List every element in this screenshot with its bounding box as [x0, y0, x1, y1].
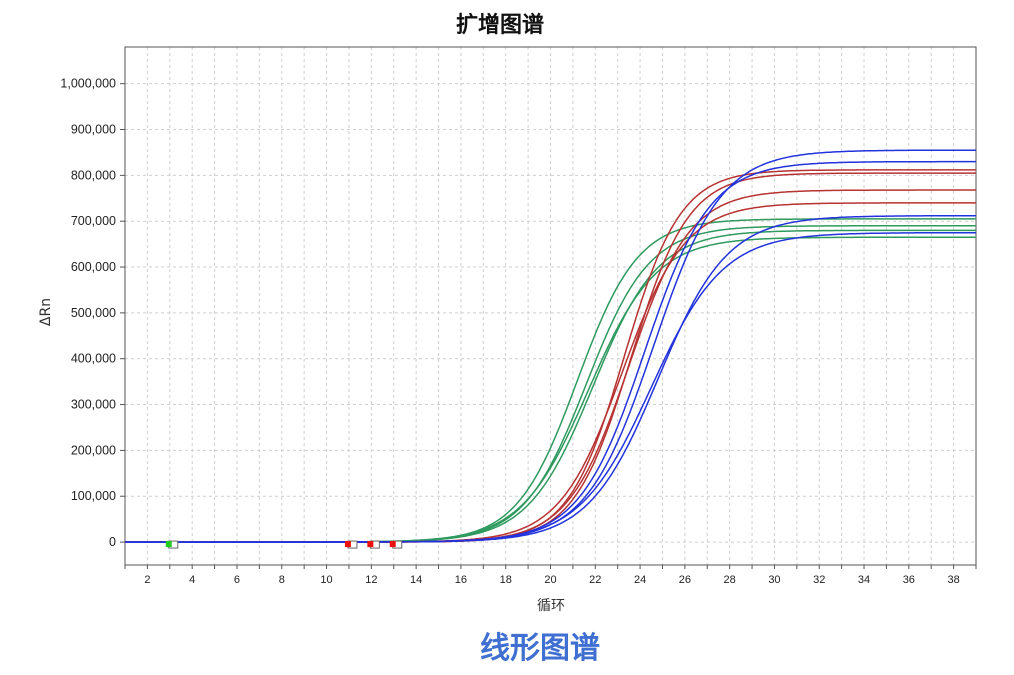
axes — [120, 46, 977, 569]
x-tick-label: 6 — [234, 574, 240, 586]
baseline-marker-fill — [367, 541, 374, 548]
x-tick-label: 18 — [500, 574, 512, 586]
baseline-marker-fill — [344, 541, 351, 548]
baseline-marker-fill — [389, 541, 396, 548]
baseline-marker-3[interactable] — [367, 540, 380, 549]
amplification-curve-9 — [125, 149, 976, 543]
y-tick-label: 100,000 — [71, 489, 116, 503]
x-tick-label: 12 — [365, 574, 377, 586]
x-tick-label: 36 — [903, 574, 915, 586]
amplification-curve-12 — [125, 231, 976, 543]
y-tick-label: 700,000 — [71, 214, 116, 228]
baseline-marker-fill — [165, 541, 172, 548]
caption: 线形图谱 — [480, 631, 600, 666]
x-tick-label: 38 — [947, 574, 959, 586]
y-tick-label: 600,000 — [71, 260, 116, 274]
x-tick-labels: 2 4 6 8 10 12 14 16 18 20 22 24 26 28 30 32 34 36 38 — [144, 574, 959, 586]
x-tick-label: 30 — [768, 574, 780, 586]
x-tick-label: 28 — [724, 574, 736, 586]
x-tick-label: 32 — [813, 574, 825, 586]
x-tick-label: 34 — [858, 574, 870, 586]
plot-frame — [124, 46, 977, 566]
y-tick-label: 900,000 — [71, 123, 116, 137]
y-tick-label: 200,000 — [71, 443, 116, 457]
grid — [124, 47, 977, 565]
x-tick-label: 22 — [589, 574, 601, 586]
x-tick-label: 14 — [410, 574, 422, 586]
x-tick-label: 20 — [544, 574, 556, 586]
baseline-markers[interactable] — [165, 540, 403, 549]
y-tick-label: 500,000 — [71, 306, 116, 320]
x-tick-label: 24 — [634, 574, 646, 586]
y-tick-label: 800,000 — [71, 168, 116, 182]
y-tick-label: 1,000,000 — [60, 77, 116, 91]
y-tick-label: 300,000 — [71, 398, 116, 412]
x-tick-label: 8 — [279, 574, 285, 586]
x-tick-label: 10 — [320, 574, 332, 586]
baseline-marker-4[interactable] — [389, 540, 403, 549]
baseline-marker-2[interactable] — [344, 540, 358, 549]
y-tick-label: 0 — [109, 535, 116, 549]
amplification-curves — [125, 149, 976, 543]
x-tick-label: 4 — [189, 574, 195, 586]
y-tick-labels: 0 100,000 200,000 300,000 400,000 500,000 600,… — [60, 77, 116, 549]
chart-title: 扩增图谱 — [456, 12, 544, 38]
x-tick-label: 2 — [144, 574, 150, 586]
x-tick-label: 26 — [679, 574, 691, 586]
y-axis-label: ΔRn — [38, 298, 54, 326]
y-tick-label: 400,000 — [71, 352, 116, 366]
baseline-marker-1[interactable] — [165, 540, 179, 549]
x-tick-label: 16 — [455, 574, 467, 586]
x-axis-label: 循环 — [537, 598, 565, 614]
